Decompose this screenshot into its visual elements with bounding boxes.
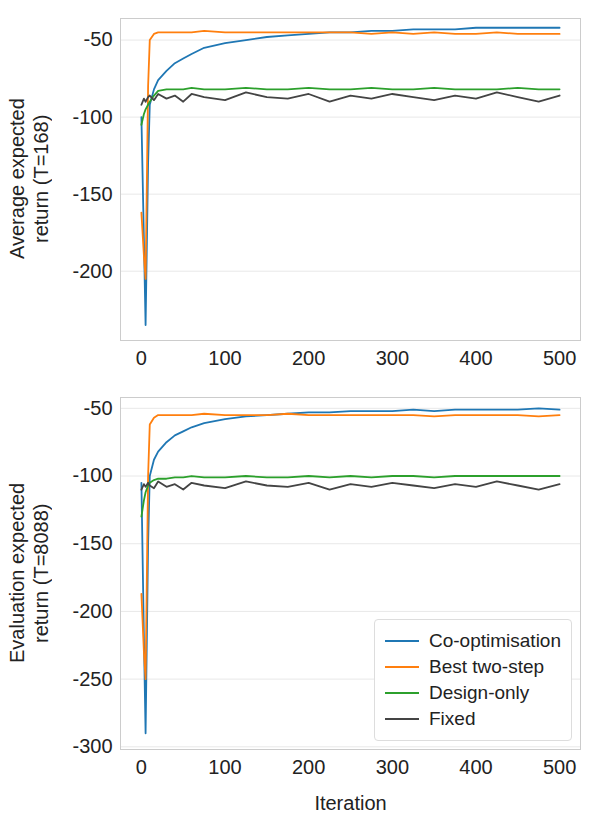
html-text:Average expected return (T=168: Average expected return (T=168): [6, 98, 52, 260]
svg-text:-100: -100: [72, 106, 112, 128]
svg-text:Iteration: Iteration: [314, 792, 386, 814]
svg-text:0: 0: [136, 756, 147, 778]
svg-text:100: 100: [208, 756, 241, 778]
svg-text:400: 400: [459, 756, 492, 778]
svg-text:200: 200: [292, 347, 325, 369]
svg-text:0: 0: [136, 347, 147, 369]
svg-text:-50: -50: [84, 397, 113, 419]
svg-text:500: 500: [543, 756, 576, 778]
html-text:Best two-step: Best two-step: [429, 656, 545, 677]
svg-text:-300: -300: [72, 735, 112, 757]
svg-text:-200: -200: [72, 260, 112, 282]
svg-text:-250: -250: [72, 668, 112, 690]
svg-text:100: 100: [208, 347, 241, 369]
html-text:Fixed: Fixed: [429, 708, 476, 729]
svg-text:-200: -200: [72, 600, 112, 622]
svg-text:-150: -150: [72, 532, 112, 554]
svg-text:200: 200: [292, 756, 325, 778]
html-text:Design-only: Design-only: [429, 682, 530, 703]
svg-text:-50: -50: [84, 28, 113, 50]
svg-text:400: 400: [459, 347, 492, 369]
html-text:Co-optimisation: Co-optimisation: [429, 630, 561, 651]
svg-text:-150: -150: [72, 183, 112, 205]
svg-text:500: 500: [543, 347, 576, 369]
svg-text:300: 300: [376, 347, 409, 369]
svg-text:300: 300: [376, 756, 409, 778]
svg-text:-100: -100: [72, 464, 112, 486]
html-text:Evaluation expected return (T=: Evaluation expected return (T=8088): [6, 482, 52, 664]
